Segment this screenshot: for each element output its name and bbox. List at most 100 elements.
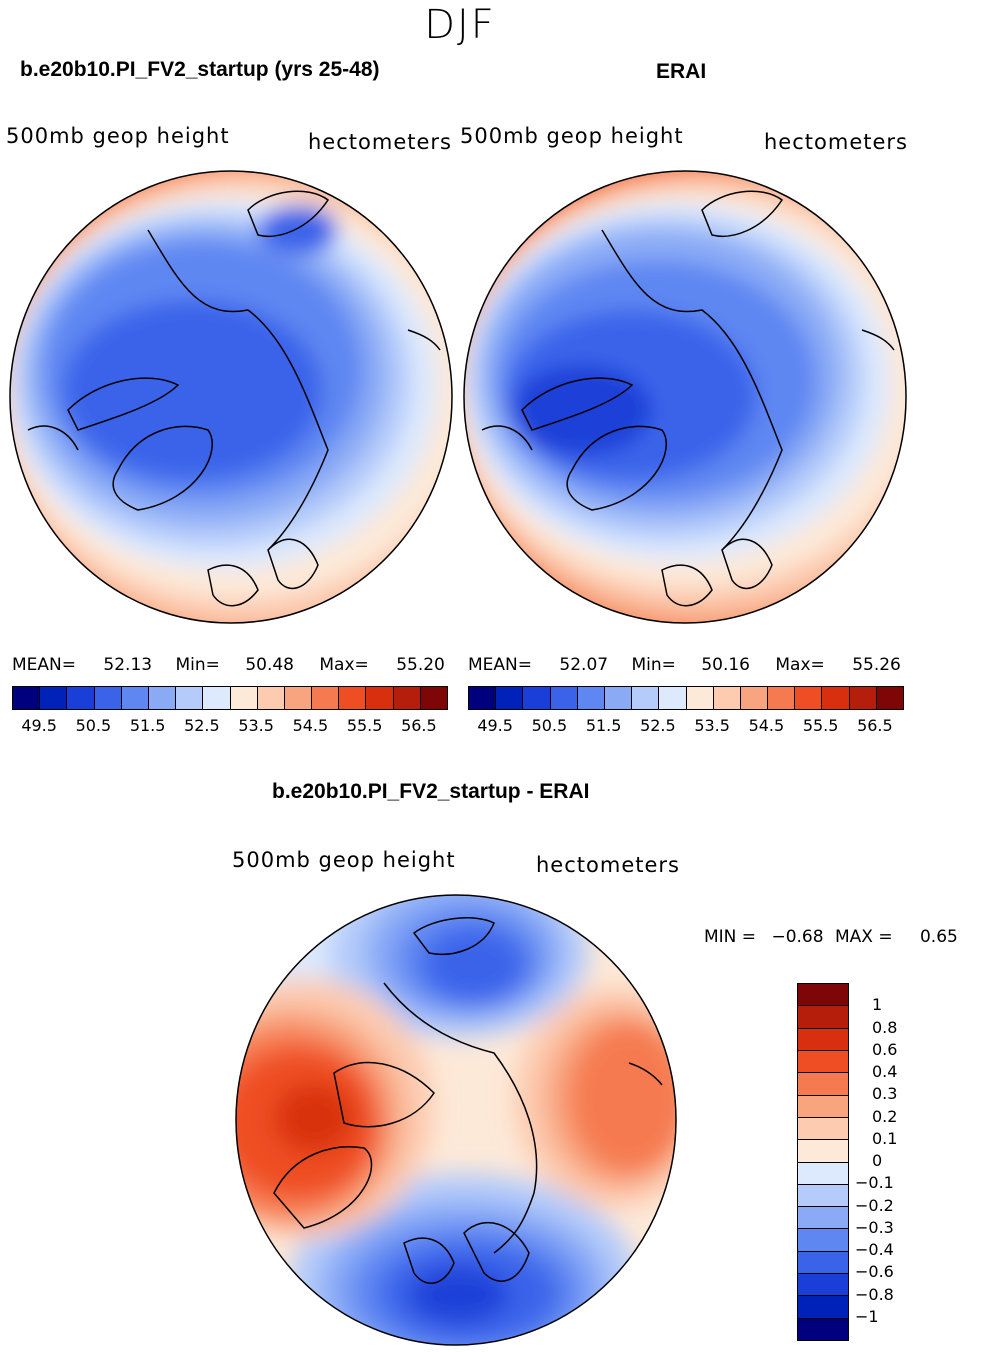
panel-2-title: ERAI [656,60,707,83]
colorbar-swatch [798,1207,848,1230]
colorbar-swatch [795,687,823,709]
colorbar-swatch [798,1296,848,1319]
panel-1-variable: 500mb geop height [6,124,230,148]
diff-min-value: −0.68 [771,927,824,947]
colorbar-tick-label: −0.4 [855,1240,894,1259]
max-value: 55.20 [396,655,445,675]
colorbar-tick-label: 49.5 [21,716,57,735]
colorbar-swatch [713,687,741,709]
colorbar-tick-label: 55.5 [346,716,383,735]
colorbar-tick-label: 0 [872,1151,883,1170]
colorbar-swatch [798,1184,848,1208]
colorbar-swatch [798,1274,848,1297]
colorbar-tick-label: 55.5 [802,716,839,735]
colorbar-tick-label: 0.6 [872,1039,898,1059]
mean-label: MEAN= [468,655,532,675]
colorbar-swatch [849,687,877,709]
colorbar-swatch [148,687,177,709]
colorbar-tick-label: 51.5 [585,716,622,735]
colorbar-swatch [284,687,313,709]
colorbar-tick-label: 0.8 [872,1017,898,1037]
colorbar-swatch [798,1251,848,1275]
colorbar-difference [797,983,849,1341]
max-label: Max= [775,655,825,675]
colorbar-tick-label: 54.5 [292,716,329,735]
colorbar-swatch [469,687,497,709]
colorbar-swatch [798,1028,848,1051]
map-model [9,170,453,624]
colorbar-tick-label: −0.3 [855,1217,894,1237]
colorbar-tick-label: 0.2 [872,1106,898,1126]
colorbar-tick-label: 56.5 [857,716,893,735]
colorbar-swatch [798,1095,848,1118]
colorbar-swatch [740,687,769,709]
colorbar-swatch [393,687,421,709]
map-erai [463,170,907,624]
colorbar-swatch [550,687,578,709]
colorbar-swatch [312,687,340,709]
colorbar-swatch [798,1140,848,1163]
colorbar-swatch [203,687,231,709]
min-value: 50.16 [701,655,750,675]
colorbar-swatch [768,687,796,709]
max-label: Max= [319,655,369,675]
colorbar-tick-label: −0.2 [855,1195,894,1215]
diff-max-label: MAX = [834,927,893,947]
map-difference [235,894,677,1346]
colorbar-tick-label: −1 [855,1306,879,1326]
diff-stats: MIN = −0.68 MAX = 0.65 [704,927,958,947]
diff-min-label: MIN = [704,927,757,947]
colorbar-swatch [686,687,714,709]
colorbar-tick-label: −0.1 [855,1173,894,1193]
colorbar-tick-label: 0.1 [872,1128,898,1148]
colorbar-tick-label: −0.8 [855,1284,894,1304]
season-title: DJF [424,2,496,48]
colorbar-swatch [798,1229,848,1252]
colorbar-swatch [577,687,605,709]
colorbar-model [12,686,448,710]
colorbar-swatch [604,687,633,709]
mean-value: 52.07 [559,655,609,675]
panel-2-variable: 500mb geop height [460,124,684,148]
colorbar-swatch [798,1073,848,1096]
colorbar-swatch [523,687,551,709]
colorbar-swatch [822,687,850,709]
colorbar-tick-label: 0.3 [872,1084,898,1104]
colorbar-tick-label: 53.5 [694,716,730,735]
colorbar-swatch [40,687,68,709]
colorbar-tick-label: 53.5 [238,716,274,735]
colorbar-swatch [798,1318,848,1340]
diff-variable: 500mb geop height [232,848,456,872]
max-value: 55.26 [852,655,901,675]
mean-value: 52.13 [103,655,153,675]
colorbar-swatch [659,687,687,709]
colorbar-tick-label: 52.5 [184,716,220,735]
colorbar-swatch [176,687,204,709]
colorbar-tick-label: 52.5 [640,716,676,735]
colorbar-swatch [67,687,95,709]
colorbar-tick-label: 0.4 [872,1062,898,1081]
panel-1-title: b.e20b10.PI_FV2_startup (yrs 25-48) [20,58,380,81]
colorbar-tick-label: 49.5 [477,716,513,735]
colorbar-tick-label: 51.5 [129,716,166,735]
diff-title: b.e20b10.PI_FV2_startup - ERAI [272,780,590,803]
colorbar-tick-label: 56.5 [401,716,437,735]
colorbar-swatch [798,984,848,1007]
colorbar-tick-label: 54.5 [748,716,785,735]
diff-max-value: 0.65 [919,927,958,947]
colorbar-swatch [798,1006,848,1029]
min-label: Min= [631,655,676,675]
colorbar-swatch [339,687,367,709]
colorbar-swatch [420,687,447,709]
colorbar-swatch [876,687,903,709]
min-value: 50.48 [245,655,294,675]
mean-label: MEAN= [12,655,76,675]
colorbar-erai [468,686,904,710]
colorbar-swatch [798,1050,848,1074]
colorbar-tick-label: 1 [872,995,883,1015]
diff-units: hectometers [536,853,680,877]
panel-2-stats: MEAN= 52.07 Min= 50.16 Max= 55.26 [468,655,901,675]
colorbar-tick-label: −0.6 [855,1262,894,1282]
colorbar-swatch [257,687,285,709]
colorbar-swatch [798,1162,848,1185]
